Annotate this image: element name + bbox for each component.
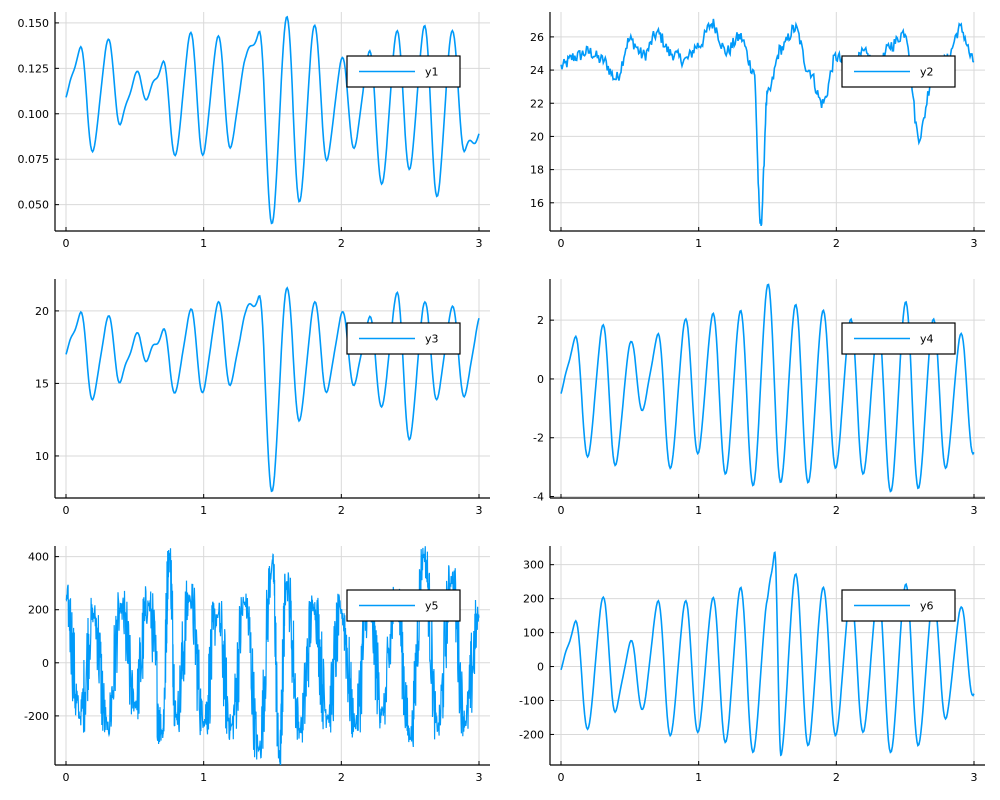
- y-tick-label: 22: [530, 97, 544, 110]
- legend-label: y2: [920, 66, 934, 79]
- legend-label: y6: [920, 600, 934, 613]
- y-tick-label: 24: [530, 64, 544, 77]
- legend-label: y1: [425, 66, 439, 79]
- x-tick-label: 2: [338, 504, 345, 517]
- x-tick-label: 3: [475, 771, 482, 784]
- legend: y6: [841, 589, 956, 622]
- y-tick-label: 2: [537, 314, 544, 327]
- y-tick-label: -100: [519, 694, 544, 707]
- y-tick-label: -200: [519, 728, 544, 741]
- series-line-y2: [560, 18, 975, 227]
- x-tick-label: 2: [338, 771, 345, 784]
- legend-label: y4: [920, 333, 934, 346]
- series-line-y4: [560, 283, 975, 493]
- subplot-6: 0 1 2 3 -200 -100 0 100 200 300 y6: [519, 546, 985, 784]
- x-tick-label: 0: [63, 771, 70, 784]
- y-tick-label: -4: [533, 491, 544, 504]
- x-tick-label: 3: [970, 504, 977, 517]
- series-line-y6: [560, 551, 975, 757]
- y-tick-label: 26: [530, 31, 544, 44]
- y-tick-label: 15: [35, 377, 49, 390]
- x-tick-label: 2: [833, 504, 840, 517]
- x-tick-label: 1: [200, 771, 207, 784]
- y-tick-label: -2: [533, 432, 544, 445]
- legend: y2: [841, 55, 956, 88]
- y-tick-label: -200: [24, 710, 49, 723]
- y-tick-label: 100: [523, 627, 544, 640]
- y-tick-label: 0: [537, 661, 544, 674]
- y-tick-label: 0: [537, 373, 544, 386]
- legend-label: y3: [425, 333, 439, 346]
- x-tick-label: 3: [970, 771, 977, 784]
- y-tick-label: 16: [530, 197, 544, 210]
- x-tick-label: 3: [970, 237, 977, 250]
- legend: y5: [346, 589, 461, 622]
- x-tick-label: 1: [200, 504, 207, 517]
- y-tick-label: 0.125: [18, 62, 50, 75]
- y-tick-label: 18: [530, 164, 544, 177]
- series-line-y5: [65, 546, 480, 766]
- x-tick-label: 1: [200, 237, 207, 250]
- x-tick-label: 1: [695, 771, 702, 784]
- y-tick-label: 20: [530, 130, 544, 143]
- x-tick-label: 2: [338, 237, 345, 250]
- x-tick-label: 2: [833, 771, 840, 784]
- x-tick-label: 0: [63, 237, 70, 250]
- y-tick-label: 200: [28, 604, 49, 617]
- y-tick-label: 0: [42, 657, 49, 670]
- x-tick-label: 0: [558, 504, 565, 517]
- subplot-1: 0 1 2 3 0.050 0.075 0.100 0.125 0.150 y1: [18, 12, 490, 250]
- x-tick-label: 0: [63, 504, 70, 517]
- y-tick-label: 200: [523, 593, 544, 606]
- y-tick-label: 0.050: [18, 199, 50, 212]
- x-tick-label: 0: [558, 237, 565, 250]
- series-line-y1: [65, 15, 480, 225]
- y-tick-label: 0.075: [18, 153, 50, 166]
- y-tick-label: 10: [35, 450, 49, 463]
- y-tick-label: 0.100: [18, 108, 50, 121]
- legend: y3: [346, 322, 461, 355]
- x-tick-label: 3: [475, 504, 482, 517]
- legend: y1: [346, 55, 461, 88]
- subplot-2: 0 1 2 3 16 18 20 22 24 26 y2: [530, 12, 985, 250]
- x-tick-label: 2: [833, 237, 840, 250]
- x-tick-label: 1: [695, 237, 702, 250]
- y-tick-label: 400: [28, 551, 49, 564]
- x-tick-label: 1: [695, 504, 702, 517]
- series-line-y3: [65, 286, 480, 493]
- y-tick-label: 300: [523, 559, 544, 572]
- y-tick-label: 20: [35, 305, 49, 318]
- subplot-3: 0 1 2 3 10 15 20 y3: [35, 279, 490, 517]
- x-tick-label: 0: [558, 771, 565, 784]
- legend: y4: [841, 322, 956, 355]
- legend-label: y5: [425, 600, 439, 613]
- y-tick-label: 0.150: [18, 17, 50, 30]
- subplot-4: 0 1 2 3 -4 -2 0 2 y4: [533, 279, 985, 517]
- subplot-5: 0 1 2 3 -200 0 200 400 y5: [24, 546, 490, 784]
- x-tick-label: 3: [475, 237, 482, 250]
